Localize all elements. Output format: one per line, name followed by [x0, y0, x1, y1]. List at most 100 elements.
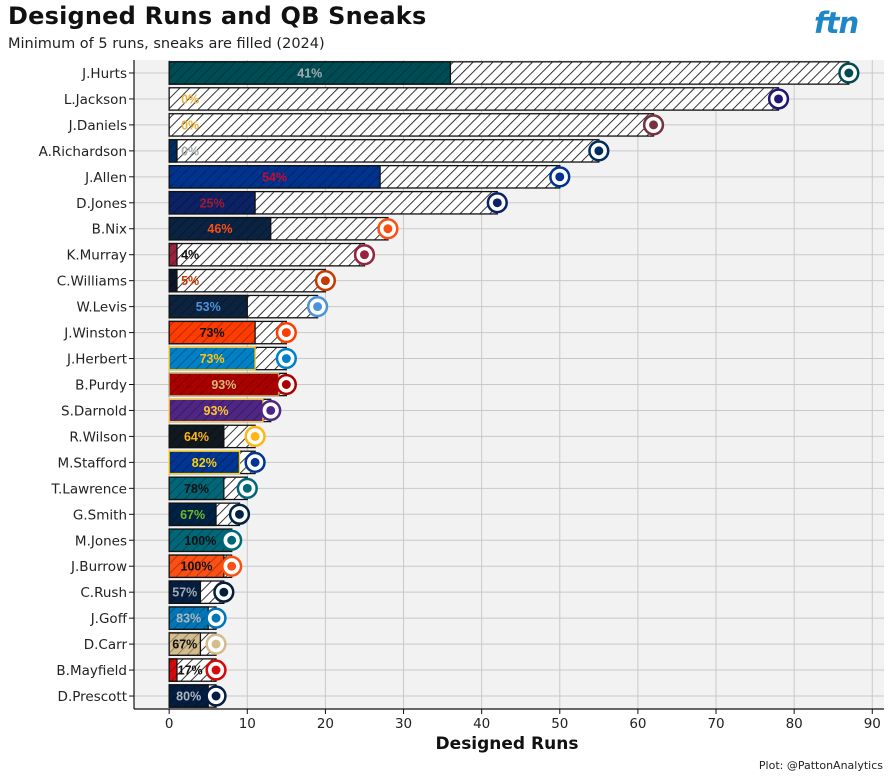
percentage-label: 100%: [184, 534, 216, 548]
y-tick-label: R.Wilson: [69, 429, 127, 445]
team-logo-core: [383, 224, 393, 234]
axes-group: 0 10 20 30 40 50 60 70 80 90 J.Hurts L.Jackson J.Dan…: [39, 60, 884, 732]
y-tick-label: B.Mayfield: [56, 663, 127, 679]
sneaks-bar-hatch: [168, 632, 202, 656]
percentage-label: 17%: [178, 664, 203, 678]
rams-logo: [244, 451, 266, 474]
y-tick-label: B.Nix: [92, 222, 127, 238]
x-tick-label: 10: [239, 716, 256, 732]
browns-logo: [275, 321, 297, 344]
sneaks-bar-hatch: [168, 61, 452, 85]
y-tick-label: M.Jones: [75, 533, 127, 549]
percentage-label: 67%: [180, 508, 205, 522]
colts-logo: [588, 140, 610, 162]
cardinals-logo: [353, 244, 376, 266]
titans-logo: [306, 295, 329, 318]
y-tick-label: S.Darnold: [61, 403, 127, 419]
sneaks-bar-hatch: [168, 476, 225, 501]
sneaks-bar-hatch: [168, 139, 178, 163]
x-tick-label: 80: [786, 716, 803, 732]
commanders-logo: [642, 114, 665, 136]
chart-title: Designed Runs and QB Sneaks: [8, 2, 427, 30]
lions-logo: [205, 607, 227, 629]
percentage-label: 46%: [207, 222, 232, 236]
percentage-label: 73%: [200, 352, 225, 366]
sneaks-bar-hatch: [168, 242, 178, 267]
sneaks-bar-hatch: [168, 580, 202, 604]
team-logo-core: [774, 94, 783, 104]
team-logo-core: [211, 613, 221, 623]
team-logo-core: [211, 665, 221, 675]
x-tick-label: 40: [473, 716, 490, 732]
y-tick-label: T.Lawrence: [50, 481, 127, 497]
y-tick-label: C.Rush: [80, 585, 127, 601]
steelers-logo: [244, 425, 266, 448]
sneaks-bar-hatch: [168, 658, 178, 682]
sneaks-bar-hatch: [168, 320, 256, 345]
team-logo-core: [281, 354, 291, 364]
sneaks-bar-hatch: [168, 424, 225, 449]
y-tick-label: A.Richardson: [39, 144, 127, 160]
team-logo-core: [211, 691, 221, 701]
team-logo-core: [219, 587, 229, 597]
percentage-label: 73%: [200, 326, 225, 340]
eagles-logo: [838, 62, 860, 84]
ravens-logo: [767, 88, 790, 110]
y-tick-label: J.Herbert: [66, 352, 127, 368]
team-logo-core: [320, 276, 330, 286]
vikings-logo: [260, 399, 282, 422]
ftn-logo: ftn: [814, 6, 859, 40]
team-logo-core: [250, 457, 260, 467]
x-tick-label: 60: [629, 716, 646, 732]
y-tick-label: D.Prescott: [58, 689, 127, 705]
team-logo-core: [235, 509, 244, 519]
y-tick-label: C.Williams: [57, 274, 127, 290]
percentage-label: 57%: [172, 586, 197, 600]
percentage-label: 53%: [196, 300, 221, 314]
x-tick-label: 70: [707, 716, 724, 732]
sneaks-bar-hatch: [168, 294, 248, 319]
sneaks-bar-hatch: [168, 450, 241, 475]
team-logo-core: [281, 328, 291, 338]
cowboys-logo: [213, 581, 235, 603]
sneaks-bar-hatch: [168, 346, 256, 371]
cowboys-logo: [205, 685, 227, 707]
y-tick-label: J.Burrow: [70, 559, 127, 575]
designed-runs-bar: [168, 139, 600, 163]
saints-logo: [205, 633, 227, 655]
y-tick-label: D.Jones: [76, 196, 127, 212]
percentage-label: 67%: [172, 638, 197, 652]
percentage-label: 41%: [297, 66, 322, 80]
giants-logo: [486, 192, 508, 214]
percentage-label: 4%: [181, 248, 199, 262]
team-logo-core: [227, 535, 237, 545]
x-tick-label: 30: [395, 716, 412, 732]
percentage-label: 80%: [176, 690, 201, 704]
percentage-label: 25%: [200, 196, 225, 210]
plot-credit: Plot: @PattonAnalytics: [758, 759, 883, 772]
buccaneers-logo: [205, 659, 227, 681]
x-tick-label: 90: [864, 716, 881, 732]
percentage-label: 5%: [181, 274, 199, 288]
broncos-logo: [377, 218, 399, 240]
team-logo-core: [313, 302, 323, 312]
designed-runs-bar: [168, 113, 655, 137]
sneaks-bar-hatch: [168, 165, 381, 189]
bars-group: 41% 0% 0% 0% 54% 25% 46% 4% 5% 53% 73% 73% 93% 93% 64%…: [168, 61, 860, 708]
jaguars-logo: [236, 477, 258, 499]
sneaks-bar-hatch: [168, 190, 256, 215]
y-tick-label: B.Purdy: [75, 378, 127, 394]
percentage-label: 93%: [204, 404, 229, 418]
designed-runs-bar: [168, 87, 780, 111]
chargers-logo: [275, 347, 297, 370]
y-tick-label: J.Winston: [63, 326, 127, 342]
x-tick-label: 50: [551, 716, 568, 732]
x-tick-label: 20: [317, 716, 334, 732]
bears-logo: [314, 270, 337, 292]
bengals-logo: [221, 555, 243, 577]
team-logo-core: [227, 561, 237, 571]
team-logo-core: [649, 120, 658, 130]
sneaks-bar-hatch: [168, 216, 272, 241]
percentage-label: 78%: [184, 482, 209, 496]
